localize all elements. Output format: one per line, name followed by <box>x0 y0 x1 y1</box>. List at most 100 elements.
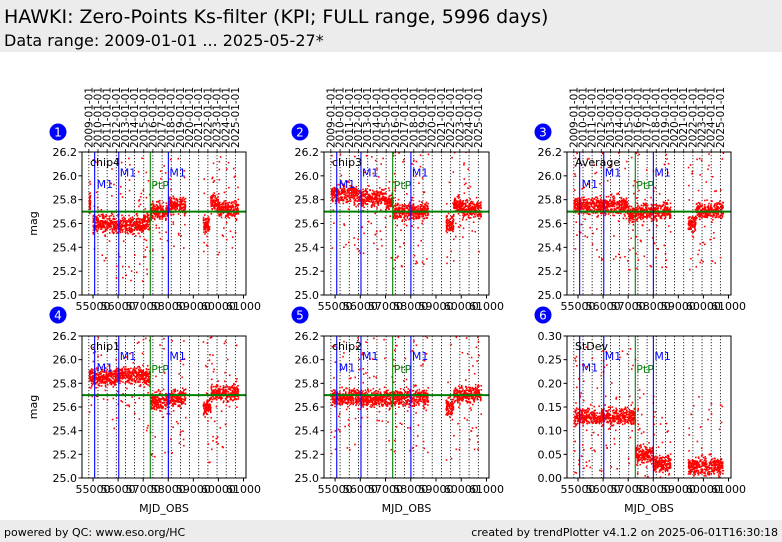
data-point <box>419 208 422 211</box>
data-point <box>585 205 588 208</box>
data-point <box>357 204 359 206</box>
data-point <box>721 215 724 218</box>
data-point <box>343 190 346 193</box>
data-point <box>574 248 577 250</box>
data-point <box>373 197 376 200</box>
data-point <box>111 213 114 216</box>
data-point <box>699 243 701 245</box>
data-point <box>211 196 214 199</box>
data-point <box>655 218 658 221</box>
data-point <box>687 228 690 231</box>
data-point <box>665 259 668 261</box>
data-point <box>620 206 623 209</box>
data-point <box>357 190 359 192</box>
data-point <box>219 156 222 158</box>
data-point <box>594 212 597 214</box>
data-point <box>105 221 108 223</box>
data-point <box>233 200 236 202</box>
data-point <box>456 195 459 198</box>
data-point <box>413 215 416 218</box>
data-point <box>111 222 113 225</box>
data-point <box>138 220 141 223</box>
data-point <box>132 218 134 220</box>
data-point <box>218 192 220 195</box>
data-point <box>91 376 94 378</box>
data-point <box>171 200 173 203</box>
data-point <box>636 218 638 221</box>
data-point <box>228 217 231 219</box>
data-point <box>105 376 108 379</box>
data-point <box>92 158 95 161</box>
data-point <box>632 216 635 219</box>
y-tick-label: 25.8 <box>538 194 563 207</box>
data-point <box>219 201 221 204</box>
data-point <box>88 198 91 201</box>
data-point <box>583 204 585 207</box>
x-tick-label: 56000 <box>343 300 378 313</box>
data-point <box>97 336 100 339</box>
data-point <box>419 165 422 168</box>
data-point <box>579 198 582 200</box>
data-point <box>461 202 464 205</box>
data-point <box>455 222 457 225</box>
data-point <box>421 215 423 218</box>
data-point <box>635 214 638 217</box>
data-point <box>117 223 119 226</box>
data-point <box>106 220 108 223</box>
data-point <box>695 203 698 205</box>
data-point <box>695 217 698 219</box>
data-point <box>400 229 402 231</box>
data-point <box>140 227 143 230</box>
data-point <box>355 188 357 191</box>
data-point <box>203 226 205 229</box>
data-point <box>147 179 150 182</box>
data-point <box>626 209 629 211</box>
data-point <box>446 231 448 234</box>
data-point <box>650 220 653 223</box>
data-point <box>343 188 346 191</box>
data-point <box>610 204 612 207</box>
data-point <box>419 203 422 206</box>
data-point <box>164 172 167 174</box>
data-point <box>720 213 723 216</box>
data-point <box>620 200 622 203</box>
date-tick-label: 2011-01-01 <box>587 87 599 148</box>
data-point <box>713 204 716 206</box>
data-point <box>113 373 116 376</box>
data-point <box>421 213 424 215</box>
page-subtitle: Data range: 2009-01-01 ... 2025-05-27* <box>4 31 324 50</box>
data-point <box>121 376 124 379</box>
data-point <box>601 259 603 261</box>
data-point <box>355 205 357 208</box>
data-point <box>100 228 102 231</box>
data-point <box>420 205 423 207</box>
data-point <box>394 208 396 210</box>
data-point <box>699 215 701 217</box>
data-point <box>169 204 172 207</box>
data-point <box>376 248 379 250</box>
data-point <box>455 205 457 208</box>
data-point <box>623 199 626 201</box>
data-point <box>354 191 356 194</box>
data-point <box>619 256 622 259</box>
data-point <box>463 162 465 164</box>
data-point <box>593 164 596 166</box>
data-point <box>708 153 710 155</box>
data-point <box>227 216 230 218</box>
data-point <box>156 208 159 211</box>
data-point <box>362 202 364 204</box>
data-point <box>226 215 228 217</box>
data-point <box>121 223 123 226</box>
data-point <box>663 217 666 220</box>
data-point <box>349 200 352 202</box>
data-point <box>416 216 418 219</box>
data-point <box>365 190 367 192</box>
data-point <box>235 208 237 210</box>
data-point <box>637 214 640 216</box>
data-point <box>422 214 424 217</box>
data-point <box>617 202 620 205</box>
data-point <box>662 201 665 204</box>
data-point <box>119 192 122 195</box>
data-point <box>162 214 165 217</box>
data-point <box>141 222 144 224</box>
